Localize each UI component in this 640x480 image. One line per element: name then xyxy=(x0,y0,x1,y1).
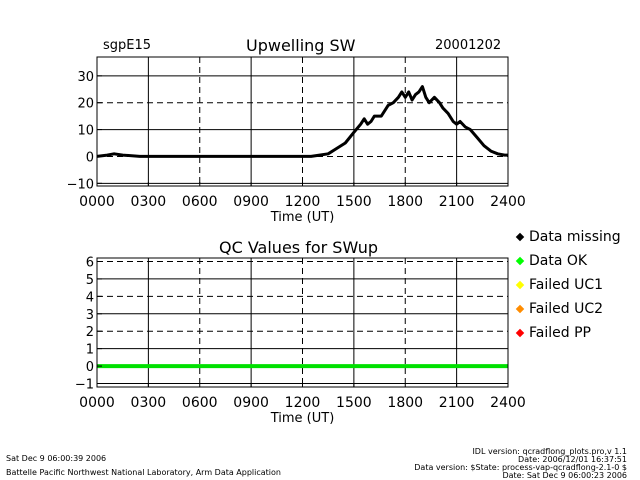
x-tick-label: 2100 xyxy=(439,395,475,411)
y-tick-label: 1 xyxy=(86,343,94,358)
x-axis-title: Time (UT) xyxy=(270,411,335,426)
legend-marker-icon xyxy=(515,232,525,242)
legend-item-failed-pp: Failed PP xyxy=(515,325,591,341)
y-tick-label: 30 xyxy=(77,70,94,85)
y-tick-label: −1 xyxy=(75,378,94,393)
legend-marker-icon xyxy=(515,256,525,266)
legend-label: Failed UC1 xyxy=(529,277,604,293)
legend-item-data-ok: Data OK xyxy=(515,253,588,269)
y-tick-label: 6 xyxy=(86,255,94,270)
x-tick-label: 2100 xyxy=(439,194,475,210)
x-tick-label: 1500 xyxy=(336,194,372,210)
date-label: 20001202 xyxy=(435,38,502,53)
y-tick-label: 4 xyxy=(86,290,94,305)
x-tick-label: 0600 xyxy=(182,194,218,210)
y-tick-label: 3 xyxy=(86,308,94,323)
footer-data-version: Data version: $State: process-vap-qcradf… xyxy=(414,463,627,472)
x-tick-label: 1800 xyxy=(387,395,423,411)
x-tick-label: 2400 xyxy=(490,194,526,210)
x-tick-label: 0300 xyxy=(131,194,167,210)
legend-item-failed-uc1: Failed UC1 xyxy=(515,277,604,293)
legend-label: Failed PP xyxy=(529,325,591,341)
footer-idl-version: IDL version: qcradflong_plots.pro,v 1.1 xyxy=(472,447,627,456)
x-tick-label: 1500 xyxy=(336,395,372,411)
y-tick-label: 5 xyxy=(86,273,94,288)
legend-item-data-missing: Data missing xyxy=(515,229,621,245)
y-tick-label: 10 xyxy=(77,124,94,139)
x-tick-label: 0900 xyxy=(233,194,269,210)
footer-idl-date: Date: 2006/12/01 16:37:51 xyxy=(518,455,627,464)
footer-lab: Battelle Pacific Northwest National Labo… xyxy=(6,468,281,477)
y-tick-label: 2 xyxy=(86,325,94,340)
y-tick-label: 20 xyxy=(77,97,94,112)
legend-label: Data missing xyxy=(529,229,621,245)
y-tick-label: −10 xyxy=(67,177,94,192)
x-tick-label: 0000 xyxy=(79,194,115,210)
x-tick-label: 0000 xyxy=(79,395,115,411)
footer-timestamp: Sat Dec 9 06:00:39 2006 xyxy=(6,454,107,463)
legend-marker-icon xyxy=(515,280,525,290)
x-tick-label: 1200 xyxy=(285,194,321,210)
footer-data-date: Date: Sat Dec 9 06:00:23 2006 xyxy=(502,471,627,480)
x-tick-label: 1800 xyxy=(387,194,423,210)
x-tick-label: 2400 xyxy=(490,395,526,411)
x-tick-label: 1200 xyxy=(285,395,321,411)
chart-title-upwelling: Upwelling SW xyxy=(246,36,356,55)
legend-label: Failed UC2 xyxy=(529,301,604,317)
x-tick-label: 0600 xyxy=(182,395,218,411)
legend-marker-icon xyxy=(515,304,525,314)
y-tick-label: 0 xyxy=(86,360,94,375)
chart-title-qc: QC Values for SWup xyxy=(219,238,378,257)
x-tick-label: 0900 xyxy=(233,395,269,411)
legend-label: Data OK xyxy=(529,253,588,269)
series-line-upwelling-sw xyxy=(96,85,508,158)
x-tick-label: 0300 xyxy=(131,395,167,411)
x-axis-title: Time (UT) xyxy=(270,210,335,225)
legend-item-failed-uc2: Failed UC2 xyxy=(515,301,604,317)
station-label: sgpE15 xyxy=(103,38,152,53)
y-tick-label: 0 xyxy=(86,150,94,165)
legend-marker-icon xyxy=(515,328,525,338)
